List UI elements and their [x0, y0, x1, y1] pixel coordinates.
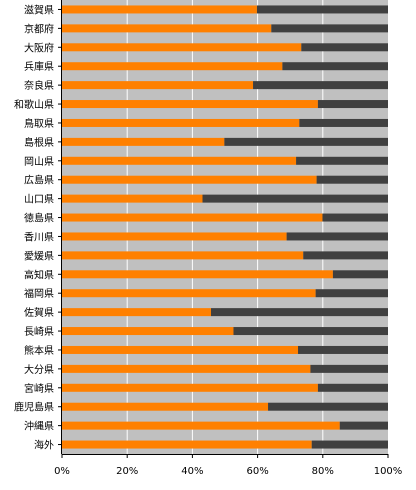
bar-segment-primary — [62, 327, 234, 336]
x-tick-label: 0% — [54, 466, 70, 477]
x-axis-tick-labels: 0% 20% 40% 60% 80% 100% — [54, 466, 402, 477]
category-label: 山口県 — [24, 194, 54, 206]
bar-segment-primary — [62, 232, 287, 241]
category-labels: 滋賀県京都府大阪府兵庫県奈良県和歌山県鳥取県島根県岡山県広島県山口県徳島県香川県… — [14, 3, 62, 452]
x-tick-label: 60% — [246, 466, 268, 477]
category-label: 岡山県 — [24, 156, 54, 168]
category-label: 大分県 — [24, 363, 54, 376]
x-tick-label: 100% — [374, 466, 403, 477]
category-label: 兵庫県 — [24, 60, 54, 73]
category-label: 徳島県 — [24, 212, 54, 225]
bar-segment-secondary — [202, 194, 388, 203]
bar-segment-secondary — [311, 440, 388, 449]
bar-segment-secondary — [339, 421, 388, 430]
bar-segment-primary — [62, 251, 304, 260]
bar-segment-secondary — [301, 43, 388, 52]
bar-segment-primary — [62, 308, 211, 317]
category-label: 沖縄県 — [24, 420, 54, 433]
bar-segment-primary — [62, 440, 312, 449]
bar-segment-secondary — [268, 402, 388, 411]
category-label: 奈良県 — [24, 79, 54, 92]
category-label: 京都府 — [24, 22, 54, 35]
bar-segment-secondary — [233, 327, 388, 336]
bar-segment-secondary — [210, 308, 388, 317]
category-label: 長崎県 — [24, 325, 54, 338]
bar-segment-secondary — [299, 118, 388, 127]
bar-segment-primary — [62, 402, 269, 411]
bar-segment-primary — [62, 364, 311, 373]
bar-segment-secondary — [296, 156, 388, 165]
bar-segment-primary — [62, 345, 299, 354]
bar-segment-secondary — [317, 100, 388, 109]
gridlines — [61, 0, 389, 458]
category-label: 熊本県 — [24, 344, 54, 357]
plot-area — [62, 0, 388, 454]
bar-segment-secondary — [316, 175, 388, 184]
bar-segment-secondary — [317, 383, 388, 392]
bar-segment-primary — [62, 24, 272, 33]
bar-segment-primary — [62, 421, 340, 430]
bar-segment-primary — [62, 270, 333, 279]
bar-segment-secondary — [310, 364, 388, 373]
bar-segment-primary — [62, 175, 317, 184]
category-label: 福岡県 — [24, 287, 54, 300]
x-tick-label: 20% — [116, 466, 138, 477]
bar-segment-secondary — [303, 251, 388, 260]
bars — [62, 5, 388, 449]
bar-segment-primary — [62, 43, 302, 52]
bar-segment-secondary — [286, 232, 388, 241]
bar-segment-secondary — [253, 81, 388, 90]
bar-segment-secondary — [298, 345, 388, 354]
category-label: 鳥取県 — [24, 117, 54, 130]
bar-segment-primary — [62, 194, 203, 203]
category-label: 広島県 — [24, 174, 54, 187]
category-label: 佐賀県 — [24, 307, 54, 319]
category-label: 島根県 — [24, 136, 54, 149]
bar-segment-secondary — [282, 62, 388, 71]
bar-segment-secondary — [322, 213, 388, 222]
bar-segment-primary — [62, 118, 300, 127]
bar-segment-primary — [62, 383, 318, 392]
category-label: 大阪府 — [24, 41, 54, 54]
category-label: 和歌山県 — [14, 98, 54, 111]
category-label: 香川県 — [24, 231, 54, 243]
bar-segment-primary — [62, 100, 318, 109]
x-tick-label: 40% — [181, 466, 203, 477]
bar-segment-secondary — [224, 137, 388, 146]
category-label: 鹿児島県 — [14, 401, 54, 414]
bar-segment-secondary — [332, 270, 388, 279]
category-label: 高知県 — [24, 268, 54, 281]
category-label: 愛媛県 — [24, 249, 54, 262]
bar-segment-secondary — [271, 24, 388, 33]
bar-segment-primary — [62, 156, 297, 165]
bar-segment-primary — [62, 62, 283, 71]
category-label: 滋賀県 — [24, 3, 54, 16]
bar-segment-primary — [62, 5, 257, 14]
category-label: 海外 — [34, 439, 54, 452]
bar-segment-primary — [62, 213, 323, 222]
bar-segment-secondary — [315, 289, 388, 298]
x-tick-label: 80% — [312, 466, 334, 477]
bar-segment-primary — [62, 137, 225, 146]
bar-segment-secondary — [256, 5, 388, 14]
category-label: 宮崎県 — [24, 382, 54, 395]
bar-segment-primary — [62, 81, 254, 90]
bar-segment-primary — [62, 289, 316, 298]
